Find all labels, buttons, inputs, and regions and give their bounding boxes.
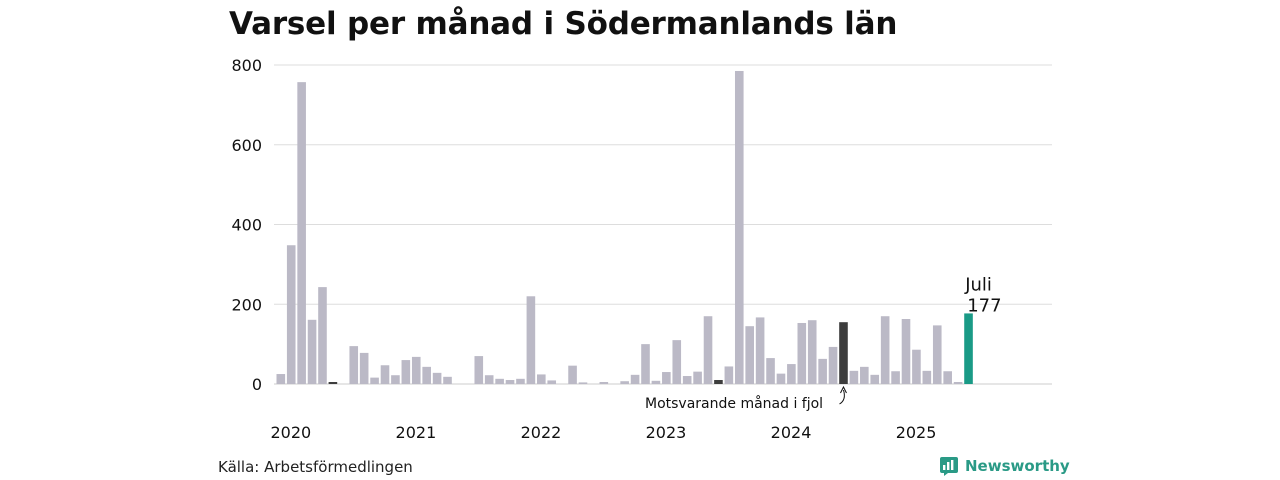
bar — [474, 356, 484, 384]
current-value-label: 177 — [967, 295, 1001, 316]
bar — [359, 352, 369, 384]
bar — [693, 371, 702, 384]
current-month-label: Juli — [964, 274, 992, 295]
bar — [537, 374, 546, 384]
y-tick-label: 600 — [231, 136, 262, 155]
bar — [776, 373, 786, 384]
bar — [484, 375, 494, 384]
bar — [432, 372, 442, 384]
chart-title: Varsel per månad i Södermanlands län — [229, 6, 898, 42]
previous-year-arrow — [839, 389, 845, 405]
bar — [714, 380, 723, 384]
y-tick-label: 800 — [231, 56, 262, 75]
bar — [922, 370, 932, 384]
bar — [495, 378, 504, 384]
x-tick-label: 2020 — [271, 423, 312, 442]
brand-logo[interactable]: Newsworthy — [939, 456, 1070, 476]
newsworthy-logo-icon — [940, 457, 958, 476]
bar — [401, 360, 411, 384]
bar — [630, 374, 640, 384]
bar — [380, 365, 390, 384]
bar — [818, 358, 827, 384]
bar — [828, 346, 838, 384]
bar — [745, 326, 754, 384]
bar — [505, 380, 515, 384]
bar — [318, 287, 327, 384]
x-tick-label: 2022 — [521, 423, 562, 442]
x-tick-label: 2021 — [396, 423, 437, 442]
bar — [328, 382, 338, 384]
bar — [682, 376, 692, 384]
bar — [349, 346, 359, 384]
bar — [297, 82, 306, 385]
bar — [307, 319, 317, 384]
y-tick-label: 400 — [231, 216, 262, 235]
y-tick-label: 200 — [231, 295, 262, 314]
bar — [547, 380, 557, 384]
bar — [932, 325, 942, 384]
bar-chart: 0 200 400 600 800 2020 2021 2022 2023 2024 2025 J… — [231, 56, 1052, 442]
source-note: Källa: Arbetsförmedlingen — [218, 458, 413, 476]
bar — [807, 320, 817, 384]
bar — [787, 364, 796, 384]
bar — [870, 374, 880, 384]
bar — [766, 358, 775, 384]
bar — [662, 372, 671, 384]
x-tick-label: 2025 — [896, 423, 937, 442]
bar — [672, 340, 682, 384]
bar — [276, 374, 286, 384]
bar — [943, 371, 952, 384]
x-tick-label: 2023 — [646, 423, 687, 442]
x-tick-label: 2024 — [771, 423, 812, 442]
bar — [568, 365, 577, 384]
bar — [880, 316, 890, 384]
bar — [839, 322, 848, 384]
bar — [724, 366, 734, 384]
bar — [443, 376, 452, 384]
bar — [755, 317, 765, 384]
bar — [286, 245, 296, 384]
bar — [391, 375, 400, 384]
x-axis-year-labels: 2020 2021 2022 2023 2024 2025 — [271, 423, 937, 442]
bar — [703, 316, 713, 384]
y-axis-ticks: 0 200 400 600 800 — [231, 56, 262, 394]
bar — [891, 371, 900, 384]
y-tick-label: 0 — [252, 375, 262, 394]
bar — [641, 344, 650, 384]
bar — [422, 366, 431, 384]
bar — [849, 370, 859, 384]
bar — [516, 378, 525, 384]
bars — [276, 70, 973, 385]
bar — [964, 313, 973, 384]
brand-name: Newsworthy — [965, 457, 1070, 475]
bar — [620, 381, 629, 384]
bar — [901, 319, 911, 384]
bar — [912, 349, 921, 384]
bar — [370, 377, 379, 384]
bar — [599, 382, 609, 384]
bar — [526, 296, 536, 384]
previous-year-label: Motsvarande månad i fjol — [645, 395, 823, 412]
previous-year-arrowhead — [840, 385, 847, 394]
bar — [860, 366, 869, 384]
bar — [651, 380, 661, 384]
bar — [953, 382, 963, 384]
bar — [578, 382, 588, 384]
bar — [734, 70, 744, 384]
bar — [797, 322, 807, 384]
bar — [411, 356, 421, 384]
